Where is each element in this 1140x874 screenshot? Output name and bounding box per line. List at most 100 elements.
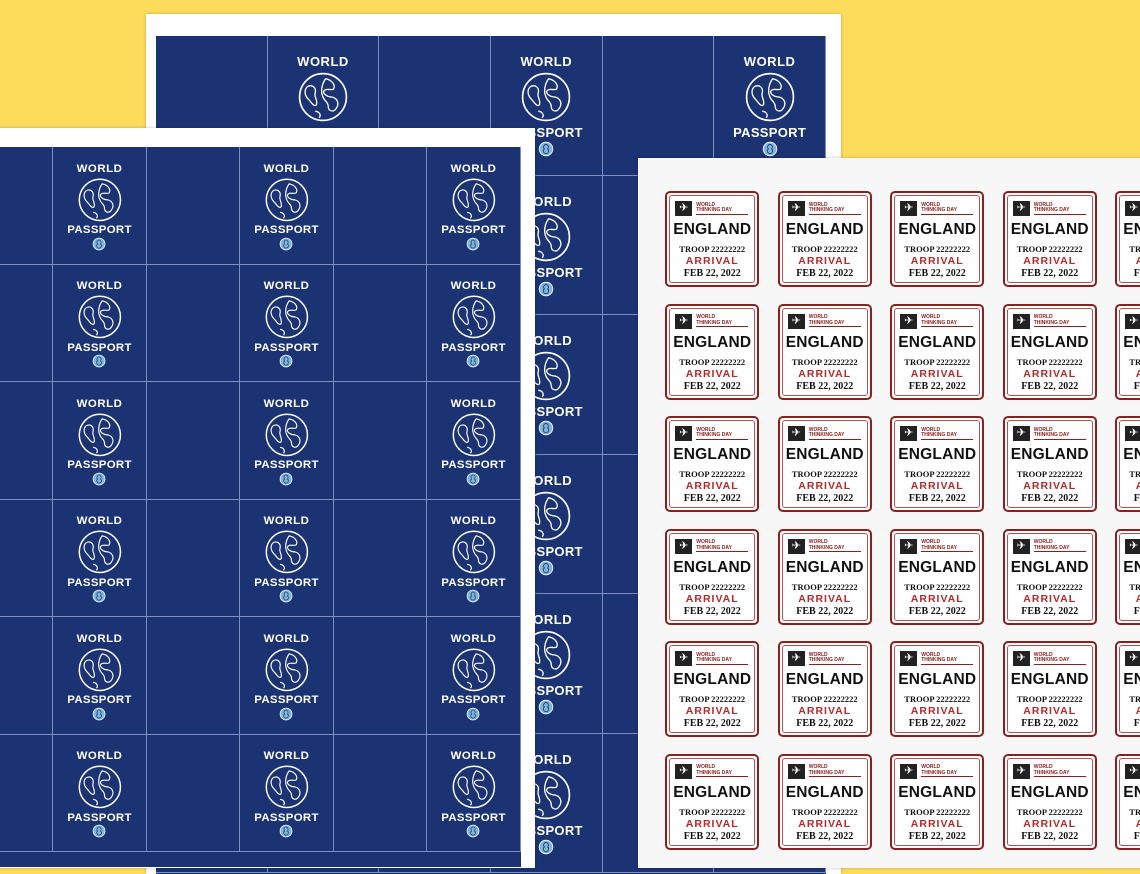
- airplane-icon: ✈: [900, 651, 918, 667]
- cover-passport-text: PASSPORT: [254, 341, 319, 354]
- stamp-status: ARRIVAL: [1023, 367, 1077, 380]
- airplane-icon: ✈: [900, 426, 918, 442]
- stamp-header-line2: THINKING DAY: [1033, 432, 1070, 439]
- stamp-status: ARRIVAL: [798, 255, 852, 268]
- airplane-icon: ✈: [1012, 426, 1030, 442]
- stamp-header-text: WORLD THINKING DAY: [921, 427, 974, 440]
- stamp-header-line2: THINKING DAY: [921, 432, 957, 439]
- stamp-header-text: WORLD THINKING DAY: [696, 315, 749, 328]
- stamp-header-text: WORLD THINKING DAY: [696, 652, 749, 665]
- stamp-date: FEB 22, 2022: [908, 830, 966, 842]
- stamp-country: ENGLAND: [1010, 333, 1089, 351]
- cover-world-text: WORLD: [450, 750, 497, 763]
- stamp-country: ENGLAND: [785, 558, 864, 576]
- stamp-date: FEB 22, 2022: [1133, 493, 1140, 505]
- stamp-cell: ✈ WORLD THINKING DAY ENGLAND TROOP 22222…: [656, 183, 769, 296]
- airplane-icon: ✈: [1125, 426, 1140, 442]
- stamp-troop: TROOP 22222222: [1016, 469, 1083, 480]
- cover-world-text: WORLD: [263, 397, 310, 410]
- stamp-header-text: WORLD THINKING DAY: [696, 540, 749, 553]
- stamp-header-line1: WORLD: [1033, 426, 1053, 433]
- airplane-icon: ✈: [1012, 201, 1030, 217]
- globe-icon: [78, 765, 121, 809]
- passport-cover: WORLD PASSPORT: [427, 382, 521, 500]
- airplane-icon: ✈: [675, 201, 693, 217]
- cover-passport-text: PASSPORT: [441, 341, 506, 354]
- stamp-header-line2: THINKING DAY: [921, 657, 957, 664]
- stamp-country: ENGLAND: [785, 671, 864, 689]
- thinking-day-stamp: ✈ WORLD THINKING DAY ENGLAND TROOP 22222…: [890, 753, 985, 850]
- stamp-header-line1: WORLD: [921, 539, 941, 546]
- airplane-icon: ✈: [787, 201, 805, 217]
- cover-passport-text: PASSPORT: [254, 576, 319, 589]
- airplane-icon: ✈: [675, 651, 693, 667]
- stamp-header-text: WORLD THINKING DAY: [808, 202, 861, 215]
- stamp-country: ENGLAND: [1123, 221, 1140, 239]
- stamp-grid: ✈ WORLD THINKING DAY ENGLAND TROOP 22222…: [656, 183, 1140, 868]
- thinking-day-stamp: ✈ WORLD THINKING DAY ENGLAND TROOP 22222…: [1115, 528, 1140, 625]
- stamp-date: FEB 22, 2022: [683, 718, 741, 730]
- stamp-header-line2: THINKING DAY: [1033, 657, 1070, 664]
- stamp-status: ARRIVAL: [685, 817, 739, 830]
- globe-icon: [452, 648, 495, 691]
- globe-icon: [78, 530, 121, 574]
- stamp-cell: ✈ WORLD THINKING DAY ENGLAND TROOP 22222…: [1106, 521, 1140, 634]
- trefoil-icon: [762, 141, 777, 157]
- blank-cell: [334, 617, 427, 735]
- stamp-header-line1: WORLD: [921, 764, 941, 771]
- trefoil-icon: [280, 825, 293, 838]
- stamp-header: ✈ WORLD THINKING DAY: [675, 651, 749, 667]
- cover-passport-text: PASSPORT: [67, 576, 132, 589]
- stamp-header: ✈ WORLD THINKING DAY: [1012, 651, 1086, 667]
- stamp-header-text: WORLD THINKING DAY: [921, 652, 974, 665]
- trefoil-icon: [539, 699, 554, 715]
- stamp-header: ✈ WORLD THINKING DAY: [900, 651, 974, 667]
- stamp-header: ✈ WORLD THINKING DAY: [1125, 426, 1140, 442]
- globe-icon: [265, 413, 308, 456]
- stamp-date: FEB 22, 2022: [796, 605, 854, 617]
- stamp-country: ENGLAND: [1010, 446, 1089, 464]
- airplane-icon: ✈: [1125, 763, 1140, 779]
- stamp-status: ARRIVAL: [1023, 480, 1077, 493]
- stamp-header-line1: WORLD: [696, 764, 716, 771]
- stamp-cell: ✈ WORLD THINKING DAY ENGLAND TROOP 22222…: [994, 296, 1107, 409]
- stamp-status: ARRIVAL: [1117, 705, 1140, 717]
- trefoil-icon: [539, 560, 554, 575]
- stamp-status: ARRIVAL: [685, 592, 739, 605]
- airplane-icon: ✈: [787, 651, 805, 667]
- stamp-header-line1: WORLD: [1033, 314, 1053, 321]
- stamp-troop: TROOP 22222222: [904, 806, 971, 817]
- stamp-header: ✈ WORLD THINKING DAY: [1012, 763, 1086, 779]
- stamp-country: ENGLAND: [673, 333, 752, 351]
- stamp-date: FEB 22, 2022: [1021, 718, 1079, 730]
- trefoil-icon: [93, 472, 106, 486]
- passport-cover: WORLD PASSPORT: [240, 734, 334, 852]
- blank-cell: [334, 382, 427, 500]
- stamp-country: ENGLAND: [898, 558, 977, 576]
- cover-world-text: WORLD: [297, 54, 349, 69]
- stamp-troop: TROOP 22222222: [679, 356, 746, 367]
- blank-cell: [0, 617, 53, 735]
- stamp-status: ARRIVAL: [798, 817, 852, 830]
- stamp-status: ARRIVAL: [685, 367, 739, 380]
- cover-world-text: WORLD: [263, 632, 310, 645]
- stamp-country: ENGLAND: [785, 446, 864, 464]
- cover-passport-text: PASSPORT: [254, 811, 319, 824]
- airplane-icon: ✈: [1125, 201, 1140, 217]
- globe-icon: [78, 648, 121, 691]
- thinking-day-stamp: ✈ WORLD THINKING DAY ENGLAND TROOP 22222…: [890, 528, 985, 625]
- thinking-day-stamp: ✈ WORLD THINKING DAY ENGLAND TROOP 22222…: [665, 303, 760, 400]
- airplane-icon: ✈: [675, 763, 693, 779]
- airplane-icon: ✈: [900, 313, 918, 329]
- thinking-day-stamp: ✈ WORLD THINKING DAY ENGLAND TROOP 22222…: [1002, 528, 1097, 625]
- stamp-date: FEB 22, 2022: [908, 718, 966, 730]
- stamp-date: FEB 22, 2022: [796, 493, 854, 505]
- passport-cover: WORLD PASSPORT: [427, 734, 521, 852]
- stamp-header: ✈ WORLD THINKING DAY: [1125, 538, 1140, 554]
- stamp-country: ENGLAND: [1010, 671, 1089, 689]
- stamp-country: ENGLAND: [1010, 221, 1089, 239]
- cover-passport-text: PASSPORT: [67, 694, 132, 707]
- thinking-day-stamp: ✈ WORLD THINKING DAY ENGLAND TROOP 22222…: [1002, 303, 1097, 400]
- stamp-header-text: WORLD THINKING DAY: [808, 540, 861, 553]
- stamp-date: FEB 22, 2022: [1133, 830, 1140, 842]
